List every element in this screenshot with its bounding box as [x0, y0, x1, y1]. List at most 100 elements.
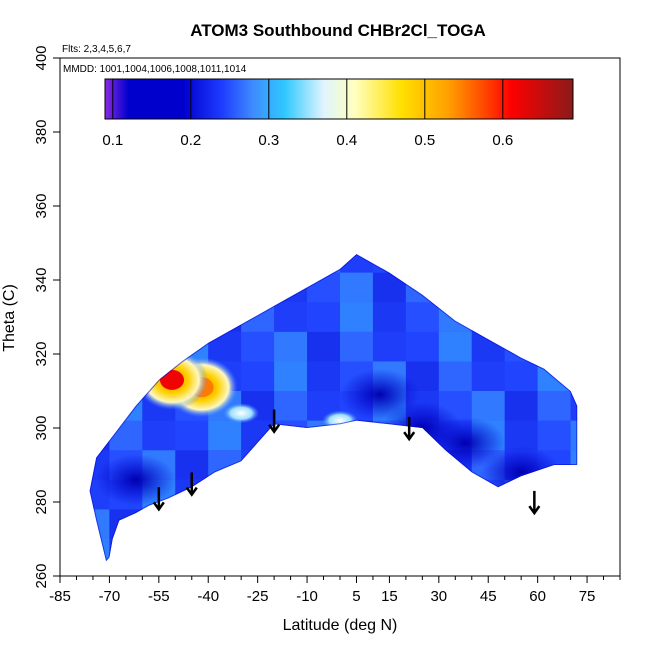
curtain-patch — [438, 539, 472, 562]
y-tick-label: 300 — [33, 415, 50, 440]
curtain-patch — [274, 509, 308, 539]
curtain-patch — [175, 509, 209, 539]
curtain-patch — [372, 450, 406, 480]
curtain-patch — [307, 331, 340, 362]
x-tick-label: -85 — [49, 588, 71, 605]
curtain-patch — [89, 391, 110, 421]
curtain-patch — [438, 479, 472, 510]
curtain-patch — [142, 331, 176, 362]
flights-note: Flts: 2,3,4,5,6,7 — [62, 44, 131, 55]
curtain-patch — [471, 539, 505, 562]
curtain-patch — [307, 272, 340, 303]
down-arrow — [403, 416, 416, 442]
curtain-patch — [307, 254, 340, 273]
y-axis: 260 280 300 320 340 360 380 400 — [33, 45, 60, 589]
curtain-patch — [504, 391, 538, 421]
down-arrow — [268, 409, 281, 434]
curtain-patch — [438, 509, 472, 539]
curtain-patch — [274, 331, 308, 362]
curtain-patch — [471, 272, 505, 303]
curtain-patch — [340, 450, 373, 480]
curtain-patch — [307, 539, 340, 562]
curtain-patch — [307, 420, 340, 451]
x-tick-label: 15 — [381, 588, 398, 605]
colorbar-tick-label: 0.1 — [102, 132, 123, 149]
curtain-patch — [504, 254, 538, 273]
curtain-patch — [241, 539, 275, 562]
curtain-patch — [405, 331, 439, 362]
curtain-patch — [109, 331, 143, 362]
curtain-patch — [175, 302, 209, 332]
curtain-patch — [89, 254, 110, 273]
y-tick-label: 260 — [33, 563, 50, 588]
curtain-patch — [471, 254, 505, 273]
y-tick-label: 380 — [33, 119, 50, 144]
x-tick-label: -70 — [99, 588, 121, 605]
colorbar-tick-label: 0.4 — [336, 132, 357, 149]
curtain-patch — [504, 539, 538, 562]
curtain-patch — [570, 361, 578, 391]
x-tick-label: 75 — [579, 588, 596, 605]
curtain-patch — [89, 302, 110, 332]
curtain-patch — [537, 420, 571, 451]
curtain-patch — [372, 539, 406, 562]
x-tick-label: 30 — [430, 588, 447, 605]
curtain-patch — [307, 479, 340, 510]
curtain-patch — [142, 420, 176, 451]
curtain-patch — [340, 254, 373, 273]
curtain-patch — [274, 391, 308, 421]
curtain-patch — [570, 539, 578, 562]
data-curtain — [89, 254, 578, 562]
curtain-patch — [208, 479, 242, 510]
curtain-patch — [109, 254, 143, 273]
curtain-patch — [109, 361, 143, 391]
curtain-patch — [405, 539, 439, 562]
curtain-patch — [504, 302, 538, 332]
curtain-patch — [208, 450, 242, 480]
curtain-patch — [208, 272, 242, 303]
curtain-patch — [471, 509, 505, 539]
curtain-patch — [142, 539, 176, 562]
x-axis: -85 -70 -55 -40 -25 -10 5 15 30 45 60 75 — [49, 576, 621, 605]
curtain-patch — [537, 254, 571, 273]
x-tick-label: 60 — [529, 588, 546, 605]
curtain-patch — [208, 420, 242, 451]
x-tick-label: -40 — [197, 588, 219, 605]
curtain-patch — [372, 509, 406, 539]
curtain-patch — [142, 254, 176, 273]
curtain-patch — [109, 272, 143, 303]
curtain-patch — [340, 420, 373, 451]
curtain-patch — [175, 272, 209, 303]
curtain-patch — [241, 254, 275, 273]
curtain-patch — [89, 420, 110, 451]
curtain-patch — [405, 509, 439, 539]
curtain-patch — [274, 302, 308, 332]
curtain-patch — [570, 420, 578, 451]
curtain-patch — [405, 450, 439, 480]
curtain-patch — [89, 272, 110, 303]
curtain-patch — [471, 302, 505, 332]
curtain-patch — [372, 302, 406, 332]
colorbar-tick-label: 0.6 — [492, 132, 513, 149]
curtain-patch — [405, 254, 439, 273]
curtain-patch — [504, 509, 538, 539]
curtain-patch — [307, 361, 340, 391]
curtain-patch — [241, 479, 275, 510]
curtain-patch — [208, 539, 242, 562]
curtain-patch — [372, 331, 406, 362]
curtain-patch — [504, 272, 538, 303]
curtain-patch — [570, 254, 578, 273]
y-tick-label: 400 — [33, 45, 50, 70]
y-tick-label: 280 — [33, 489, 50, 514]
curtain-patch — [570, 302, 578, 332]
curtain-patch — [89, 509, 110, 539]
mmdd-note: MMDD: 1001,1004,1006,1008,1011,1014 — [63, 64, 247, 75]
curtain-patch — [372, 272, 406, 303]
curtain-patch — [438, 254, 472, 273]
curtain-patch — [208, 331, 242, 362]
curtain-patch — [142, 302, 176, 332]
curtain-patch — [241, 361, 275, 391]
curtain-patch — [570, 509, 578, 539]
y-tick-label: 360 — [33, 193, 50, 218]
curtain-patch — [109, 539, 143, 562]
